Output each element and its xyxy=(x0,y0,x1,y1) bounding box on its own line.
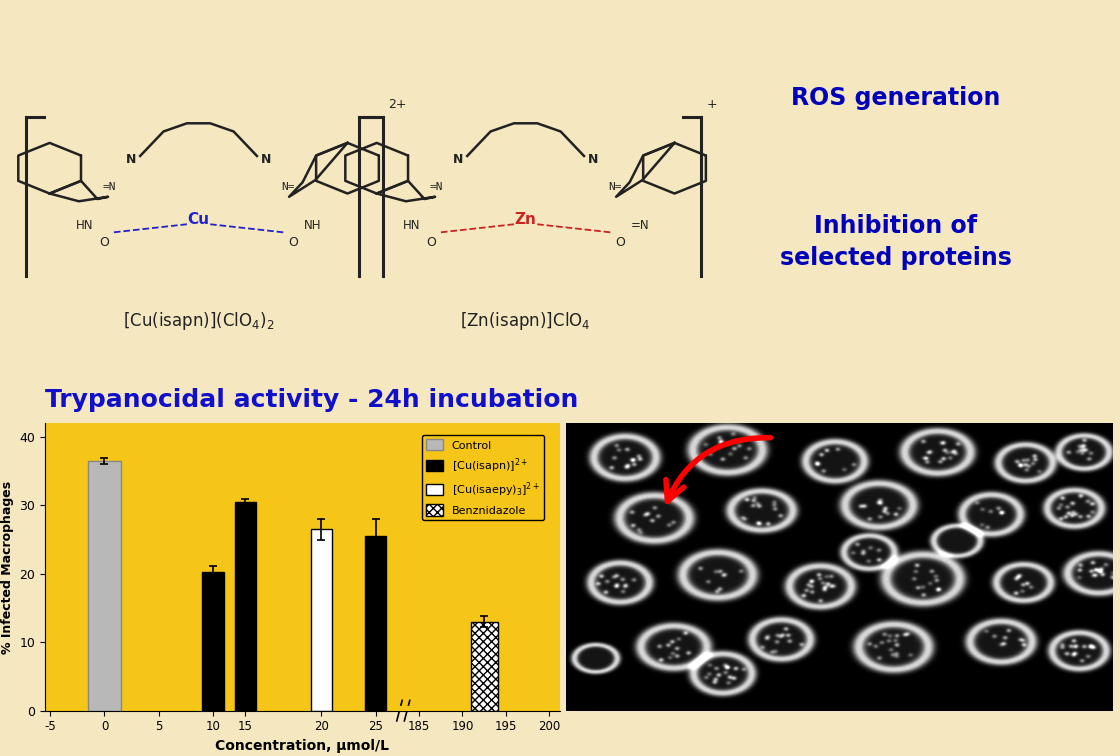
Text: Inhibition of
selected proteins: Inhibition of selected proteins xyxy=(780,214,1012,270)
Text: 2+: 2+ xyxy=(389,98,407,111)
Text: HN: HN xyxy=(76,219,93,232)
Text: ROS generation: ROS generation xyxy=(792,86,1000,110)
Text: N: N xyxy=(454,153,464,166)
Text: Zn: Zn xyxy=(515,212,536,227)
Bar xyxy=(234,502,256,711)
Text: [Cu(isapn)](ClO$_4$)$_2$: [Cu(isapn)](ClO$_4$)$_2$ xyxy=(123,310,274,333)
Text: N: N xyxy=(261,153,271,166)
Text: N: N xyxy=(588,153,598,166)
Bar xyxy=(310,529,333,711)
Text: Cu: Cu xyxy=(187,212,209,227)
Text: =N: =N xyxy=(429,182,444,192)
Bar xyxy=(365,536,386,711)
Bar xyxy=(202,572,224,711)
X-axis label: Concentration, μmol/L: Concentration, μmol/L xyxy=(215,739,390,753)
Text: NH: NH xyxy=(304,219,321,232)
Text: O: O xyxy=(426,237,436,249)
Text: O: O xyxy=(99,237,109,249)
Text: Trypanocidal activity - 24h incubation: Trypanocidal activity - 24h incubation xyxy=(45,388,578,412)
FancyArrowPatch shape xyxy=(666,438,771,501)
Text: =N: =N xyxy=(102,182,116,192)
Bar xyxy=(395,706,411,711)
Y-axis label: % Infected Macrophages: % Infected Macrophages xyxy=(1,480,13,654)
Text: O: O xyxy=(615,237,625,249)
Text: =N: =N xyxy=(631,219,650,232)
Text: HN: HN xyxy=(403,219,420,232)
Bar xyxy=(470,621,497,711)
Bar xyxy=(88,461,121,711)
Legend: Control, [Cu(isapn)]$^{2+}$, [Cu(isaepy)$_3$]$^{2+}$, Benznidazole: Control, [Cu(isapn)]$^{2+}$, [Cu(isaepy)… xyxy=(422,435,544,520)
Text: +: + xyxy=(707,98,717,111)
Text: N: N xyxy=(127,153,137,166)
Text: N=: N= xyxy=(608,182,622,192)
Text: [Zn(isapn)]ClO$_4$: [Zn(isapn)]ClO$_4$ xyxy=(460,310,591,333)
Text: O: O xyxy=(288,237,298,249)
Text: N=: N= xyxy=(281,182,295,192)
